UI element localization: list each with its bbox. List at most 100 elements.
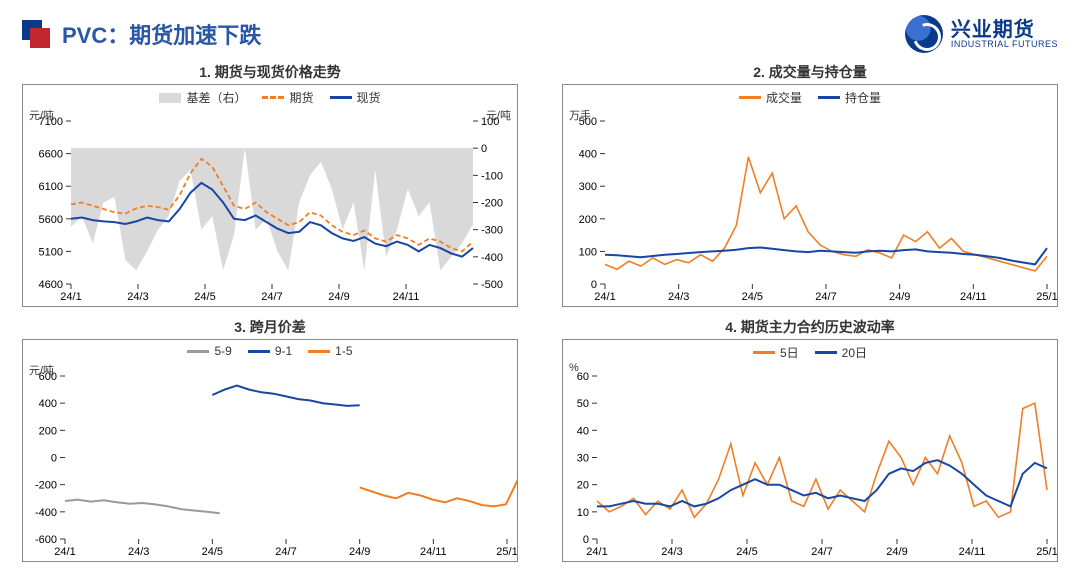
svg-text:24/3: 24/3 (128, 546, 149, 558)
svg-text:24/9: 24/9 (349, 546, 370, 558)
chart4: 5日20日%010203040506024/124/324/524/724/92… (562, 339, 1058, 562)
header: PVC：期货加速下跌 兴业期货 INDUSTRIAL FUTURES (22, 14, 1058, 54)
svg-text:24/7: 24/7 (275, 546, 296, 558)
legend-item: 20日 (815, 344, 867, 361)
brand: 兴业期货 INDUSTRIAL FUTURES (905, 15, 1058, 53)
title-main: 期货加速下跌 (129, 23, 261, 48)
svg-text:-200: -200 (481, 198, 503, 210)
legend-item: 期货 (262, 89, 313, 106)
svg-text:20: 20 (577, 480, 589, 492)
svg-text:24/5: 24/5 (736, 546, 757, 558)
svg-text:200: 200 (39, 425, 57, 437)
svg-text:24/9: 24/9 (328, 291, 349, 303)
svg-text:25/1: 25/1 (1036, 291, 1057, 303)
svg-text:-600: -600 (35, 534, 57, 546)
legend: 5日 20日 (563, 344, 1057, 361)
svg-text:24/11: 24/11 (420, 546, 447, 558)
svg-text:-200: -200 (35, 480, 57, 492)
legend-item: 1-5 (308, 344, 352, 358)
svg-text:100: 100 (579, 246, 597, 258)
legend-item: 5日 (753, 344, 799, 361)
svg-text:24/1: 24/1 (586, 546, 607, 558)
svg-text:0: 0 (51, 453, 57, 465)
svg-text:-400: -400 (481, 252, 503, 264)
legend-item: 持仓量 (818, 89, 881, 106)
chart1-y2-label: 元/吨 (486, 107, 511, 123)
panel-4: 4. 期货主力合约历史波动率 5日20日%010203040506024/124… (562, 317, 1058, 562)
svg-text:24/9: 24/9 (889, 291, 910, 303)
svg-text:5600: 5600 (39, 214, 63, 226)
svg-text:-500: -500 (481, 279, 503, 291)
svg-text:50: 50 (577, 398, 589, 410)
brand-en: INDUSTRIAL FUTURES (951, 40, 1058, 49)
legend-label: 5日 (780, 344, 799, 361)
chart3-title: 3. 跨月价差 (22, 317, 518, 337)
chart2: 成交量持仓量万手010020030040050024/124/324/524/7… (562, 84, 1058, 307)
legend-item: 基差（右） (159, 89, 246, 106)
svg-text:24/1: 24/1 (594, 291, 615, 303)
svg-text:6100: 6100 (39, 181, 63, 193)
svg-text:30: 30 (577, 453, 589, 465)
svg-text:24/11: 24/11 (960, 291, 987, 303)
legend-label: 持仓量 (845, 89, 881, 106)
chart1-y1-label: 元/吨 (29, 107, 54, 123)
svg-text:24/1: 24/1 (60, 291, 81, 303)
page-title: PVC：期货加速下跌 (62, 18, 261, 50)
chart3: 5-99-11-5元/吨-600-400-200020040060024/124… (22, 339, 518, 562)
svg-text:25/1: 25/1 (496, 546, 517, 558)
panel-2: 2. 成交量与持仓量 成交量持仓量万手010020030040050024/12… (562, 62, 1058, 307)
svg-text:0: 0 (481, 143, 487, 155)
chart2-y-label: 万手 (569, 107, 591, 123)
panel-1: 1. 期货与现货价格走势 基差（右） 期货 现货元/吨 元/吨 4600 5100 5600… (22, 62, 518, 307)
svg-text:400: 400 (579, 149, 597, 161)
chart3-y-label: 元/吨 (29, 362, 54, 378)
svg-text:24/1: 24/1 (54, 546, 75, 558)
svg-text:5100: 5100 (39, 246, 63, 258)
svg-text:24/3: 24/3 (668, 291, 689, 303)
title-prefix: PVC： (62, 23, 129, 48)
svg-text:10: 10 (577, 507, 589, 519)
svg-text:24/3: 24/3 (661, 546, 682, 558)
svg-text:24/11: 24/11 (959, 546, 986, 558)
legend: 基差（右） 期货 现货 (23, 89, 517, 106)
legend-label: 5-9 (214, 344, 231, 358)
legend-label: 期货 (289, 89, 313, 106)
svg-text:0: 0 (591, 279, 597, 291)
legend: 成交量 持仓量 (563, 89, 1057, 106)
legend-item: 9-1 (248, 344, 292, 358)
brand-cn: 兴业期货 (951, 20, 1058, 40)
svg-text:24/7: 24/7 (261, 291, 282, 303)
legend-label: 基差（右） (186, 89, 246, 106)
legend-label: 9-1 (275, 344, 292, 358)
svg-text:4600: 4600 (39, 279, 63, 291)
legend-item: 成交量 (739, 89, 802, 106)
svg-text:6600: 6600 (39, 149, 63, 161)
legend-label: 现货 (357, 89, 381, 106)
svg-text:25/1: 25/1 (1036, 546, 1057, 558)
svg-text:24/11: 24/11 (393, 291, 420, 303)
svg-text:-100: -100 (481, 170, 503, 182)
brand-text: 兴业期货 INDUSTRIAL FUTURES (951, 20, 1058, 49)
chart1: 基差（右）期货现货元/吨元/吨460051005600610066007100-… (22, 84, 518, 307)
svg-text:-300: -300 (481, 225, 503, 237)
svg-text:300: 300 (579, 181, 597, 193)
legend-item: 5-9 (187, 344, 231, 358)
slide: PVC：期货加速下跌 兴业期货 INDUSTRIAL FUTURES 1. 期货… (0, 0, 1080, 579)
svg-text:24/3: 24/3 (127, 291, 148, 303)
chart4-y-label: % (569, 362, 579, 374)
svg-text:24/7: 24/7 (811, 546, 832, 558)
legend-label: 1-5 (335, 344, 352, 358)
svg-text:200: 200 (579, 214, 597, 226)
svg-text:-400: -400 (35, 507, 57, 519)
svg-text:24/5: 24/5 (742, 291, 763, 303)
chart-grid: 1. 期货与现货价格走势 基差（右）期货现货元/吨元/吨460051005600… (22, 62, 1058, 562)
legend-label: 成交量 (766, 89, 802, 106)
svg-text:40: 40 (577, 425, 589, 437)
chart1-title: 1. 期货与现货价格走势 (22, 62, 518, 82)
svg-text:24/5: 24/5 (202, 546, 223, 558)
legend: 5-9 9-1 1-5 (23, 344, 517, 358)
svg-text:0: 0 (583, 534, 589, 546)
brand-logo-icon (905, 15, 943, 53)
svg-text:400: 400 (39, 398, 57, 410)
header-left: PVC：期货加速下跌 (22, 18, 261, 50)
